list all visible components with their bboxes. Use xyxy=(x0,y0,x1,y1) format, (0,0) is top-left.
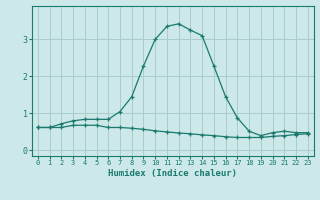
X-axis label: Humidex (Indice chaleur): Humidex (Indice chaleur) xyxy=(108,169,237,178)
